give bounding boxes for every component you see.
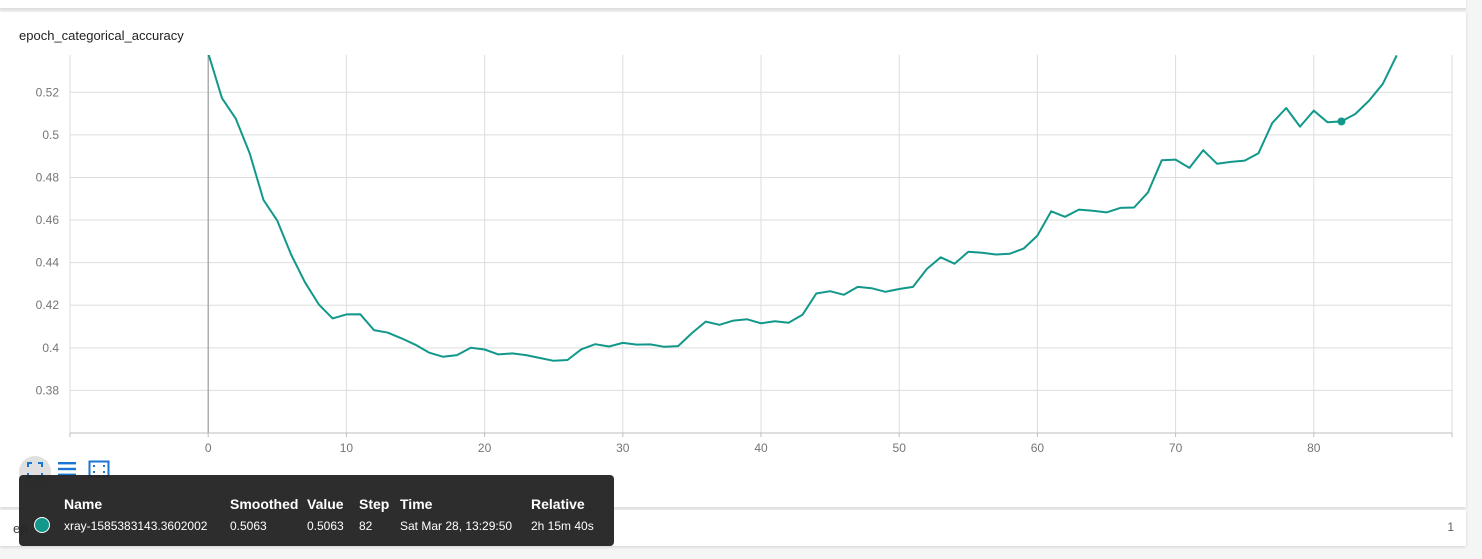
y-tick-label: 0.48 bbox=[36, 170, 60, 184]
x-tick-label: 40 bbox=[754, 441, 768, 455]
chart-card bbox=[0, 12, 1466, 507]
x-tick-label: 0 bbox=[205, 441, 212, 455]
x-tick-label: 50 bbox=[893, 441, 907, 455]
axes bbox=[69, 55, 1453, 437]
tick-labels: 0 10 20 30 40 50 60 70 80 0.38 0.4 0.42 0.44 0.46 0.48… bbox=[36, 85, 1321, 455]
x-tick-label: 20 bbox=[478, 441, 492, 455]
highlight-point bbox=[1337, 117, 1346, 126]
next-card-count: 1 bbox=[1447, 520, 1454, 534]
y-tick-label: 0.38 bbox=[36, 383, 60, 397]
x-tick-label: 80 bbox=[1307, 441, 1321, 455]
chart-title: epoch_categorical_accuracy bbox=[19, 28, 184, 43]
tooltip-smoothed-value: 0.5063 bbox=[230, 519, 267, 533]
tooltip-relative: 2h 15m 40s bbox=[531, 519, 594, 533]
x-tick-label: 70 bbox=[1169, 441, 1183, 455]
tooltip-value: 0.5063 bbox=[307, 519, 344, 533]
x-tick-label: 30 bbox=[616, 441, 630, 455]
series-line bbox=[207, 55, 1398, 362]
x-tick-label: 60 bbox=[1031, 441, 1045, 455]
y-tick-label: 0.44 bbox=[36, 256, 60, 270]
series-lines bbox=[207, 55, 1398, 362]
tooltip-time: Sat Mar 28, 13:29:50 bbox=[400, 519, 513, 533]
y-tick-label: 0.4 bbox=[42, 341, 59, 355]
tooltip-header-smoothed: Smoothed bbox=[230, 496, 299, 512]
tooltip-header-name: Name bbox=[64, 496, 103, 512]
series-color-swatch bbox=[34, 517, 50, 533]
line-chart[interactable]: 0 10 20 30 40 50 60 70 80 0.38 0.4 0.42 0.44 0.46 0.48… bbox=[0, 0, 1466, 470]
tooltip-header-step: Step bbox=[359, 496, 390, 512]
x-tick-label: 10 bbox=[340, 441, 354, 455]
y-tick-label: 0.52 bbox=[36, 85, 60, 99]
y-tick-label: 0.42 bbox=[36, 298, 60, 312]
previous-card-edge bbox=[0, 0, 1466, 9]
page-scrollbar[interactable] bbox=[1470, 0, 1482, 559]
list-lines-icon bbox=[57, 461, 77, 482]
y-tick-label: 0.46 bbox=[36, 213, 60, 227]
tooltip-run-name: xray-1585383143.3602002 bbox=[64, 519, 208, 533]
tooltip-header-time: Time bbox=[400, 496, 433, 512]
tooltip-header-value: Value bbox=[307, 496, 344, 512]
grid-lines bbox=[70, 55, 1452, 433]
toggle-log-scale-button[interactable] bbox=[52, 458, 82, 484]
tooltip-header-relative: Relative bbox=[531, 496, 585, 512]
hover-tooltip: Name Smoothed Value Step Time Relative x… bbox=[19, 475, 614, 546]
tooltip-step: 82 bbox=[359, 519, 373, 533]
y-tick-label: 0.5 bbox=[42, 128, 59, 142]
